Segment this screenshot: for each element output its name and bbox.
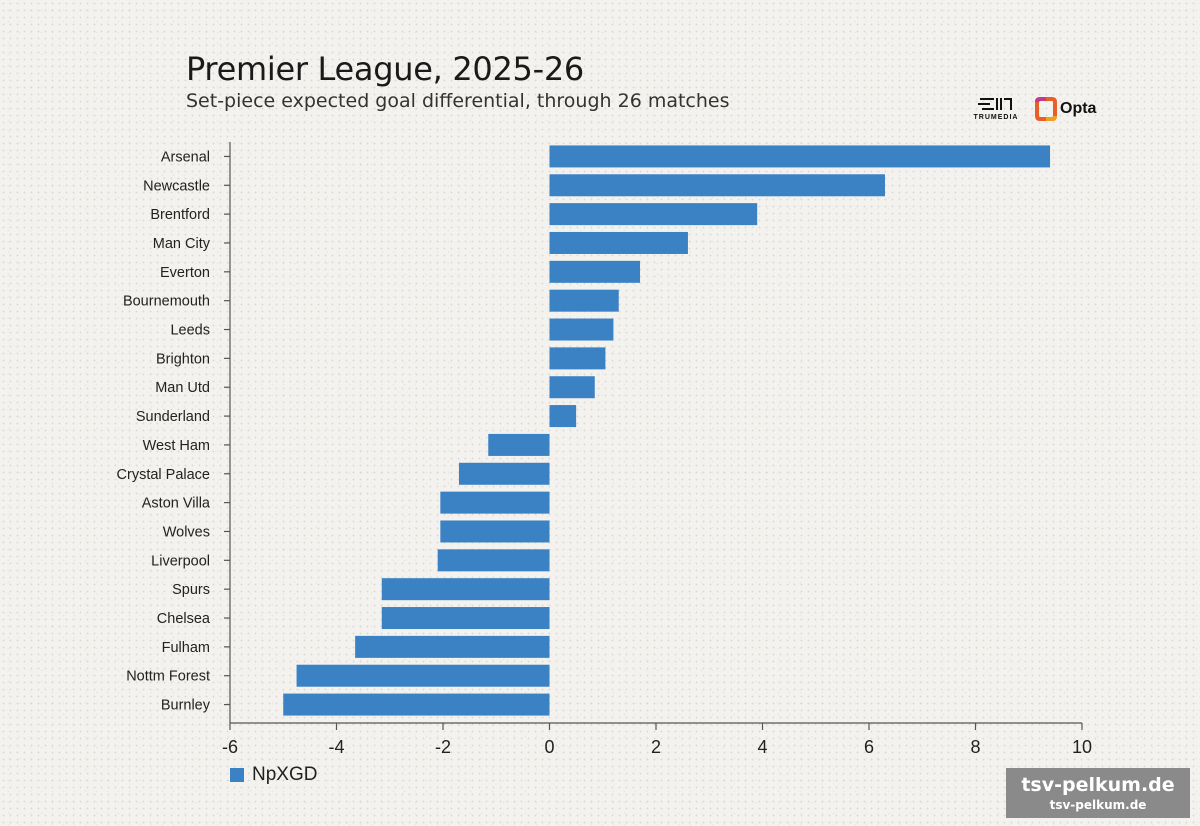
bar [437, 549, 550, 572]
legend-label-npxgd: NpXGD [252, 764, 318, 785]
bar [549, 174, 885, 197]
y-tick-label: Everton [160, 265, 210, 281]
y-tick-label: Nottm Forest [126, 669, 210, 685]
y-tick-label: Chelsea [157, 611, 211, 627]
y-tick-label: Wolves [163, 524, 210, 540]
y-tick-label: Leeds [170, 323, 210, 339]
bar [381, 607, 550, 630]
x-tick-label: 2 [651, 737, 661, 757]
trumedia-logo: TRUMEDIA [966, 96, 1026, 126]
bar [440, 520, 550, 543]
x-tick-label: -2 [435, 737, 451, 757]
bar [283, 693, 550, 716]
y-tick-label: Fulham [162, 640, 210, 656]
legend-swatch-npxgd [230, 768, 244, 782]
y-tick-label: Bournemouth [123, 294, 210, 310]
bar [549, 405, 577, 428]
x-tick-label: 6 [864, 737, 874, 757]
x-tick-label: 0 [544, 737, 554, 757]
bar [488, 433, 550, 456]
opta-mark-icon [1035, 97, 1057, 121]
bar [549, 376, 595, 399]
y-tick-label: Brentford [150, 207, 210, 223]
y-tick-label: Arsenal [161, 149, 210, 165]
y-tick-label: Man City [153, 236, 211, 252]
bar [549, 347, 606, 370]
bar [549, 203, 758, 226]
bar [549, 289, 619, 312]
y-tick-label: Brighton [156, 351, 210, 367]
trumedia-wordmark: TRUMEDIA [973, 114, 1019, 121]
x-tick-label: 10 [1072, 737, 1092, 757]
y-tick-label: Burnley [161, 698, 211, 714]
y-tick-label: Spurs [172, 582, 210, 598]
y-tick-label: Newcastle [143, 178, 210, 194]
watermark-subtext: tsv-pelkum.de [1049, 798, 1147, 812]
x-tick-label: -6 [222, 737, 238, 757]
y-tick-label: Sunderland [136, 409, 210, 425]
watermark-text: tsv-pelkum.de [1021, 774, 1175, 796]
chart-title: Premier League, 2025-26 [186, 50, 584, 88]
opta-wordmark: Opta [1060, 100, 1097, 117]
y-tick-label: Liverpool [151, 553, 210, 569]
bar [381, 578, 550, 601]
bar [549, 260, 641, 283]
bar [549, 231, 688, 254]
watermark: tsv-pelkum.de tsv-pelkum.de [1006, 768, 1190, 818]
y-tick-label: Crystal Palace [117, 467, 210, 483]
bar [549, 318, 614, 341]
y-tick-label: West Ham [143, 438, 210, 454]
bar [549, 145, 1051, 168]
y-tick-label: Man Utd [155, 380, 210, 396]
y-tick-label: Aston Villa [142, 496, 211, 512]
chart-subtitle: Set-piece expected goal differential, th… [186, 90, 730, 112]
opta-logo: Opta [1034, 96, 1114, 126]
bar [355, 635, 550, 658]
x-tick-label: 4 [757, 737, 767, 757]
bar [440, 491, 550, 514]
x-tick-label: -4 [328, 737, 344, 757]
bar [296, 664, 550, 687]
x-tick-label: 8 [970, 737, 980, 757]
bar [458, 462, 550, 485]
trumedia-mark-icon [978, 98, 1012, 110]
